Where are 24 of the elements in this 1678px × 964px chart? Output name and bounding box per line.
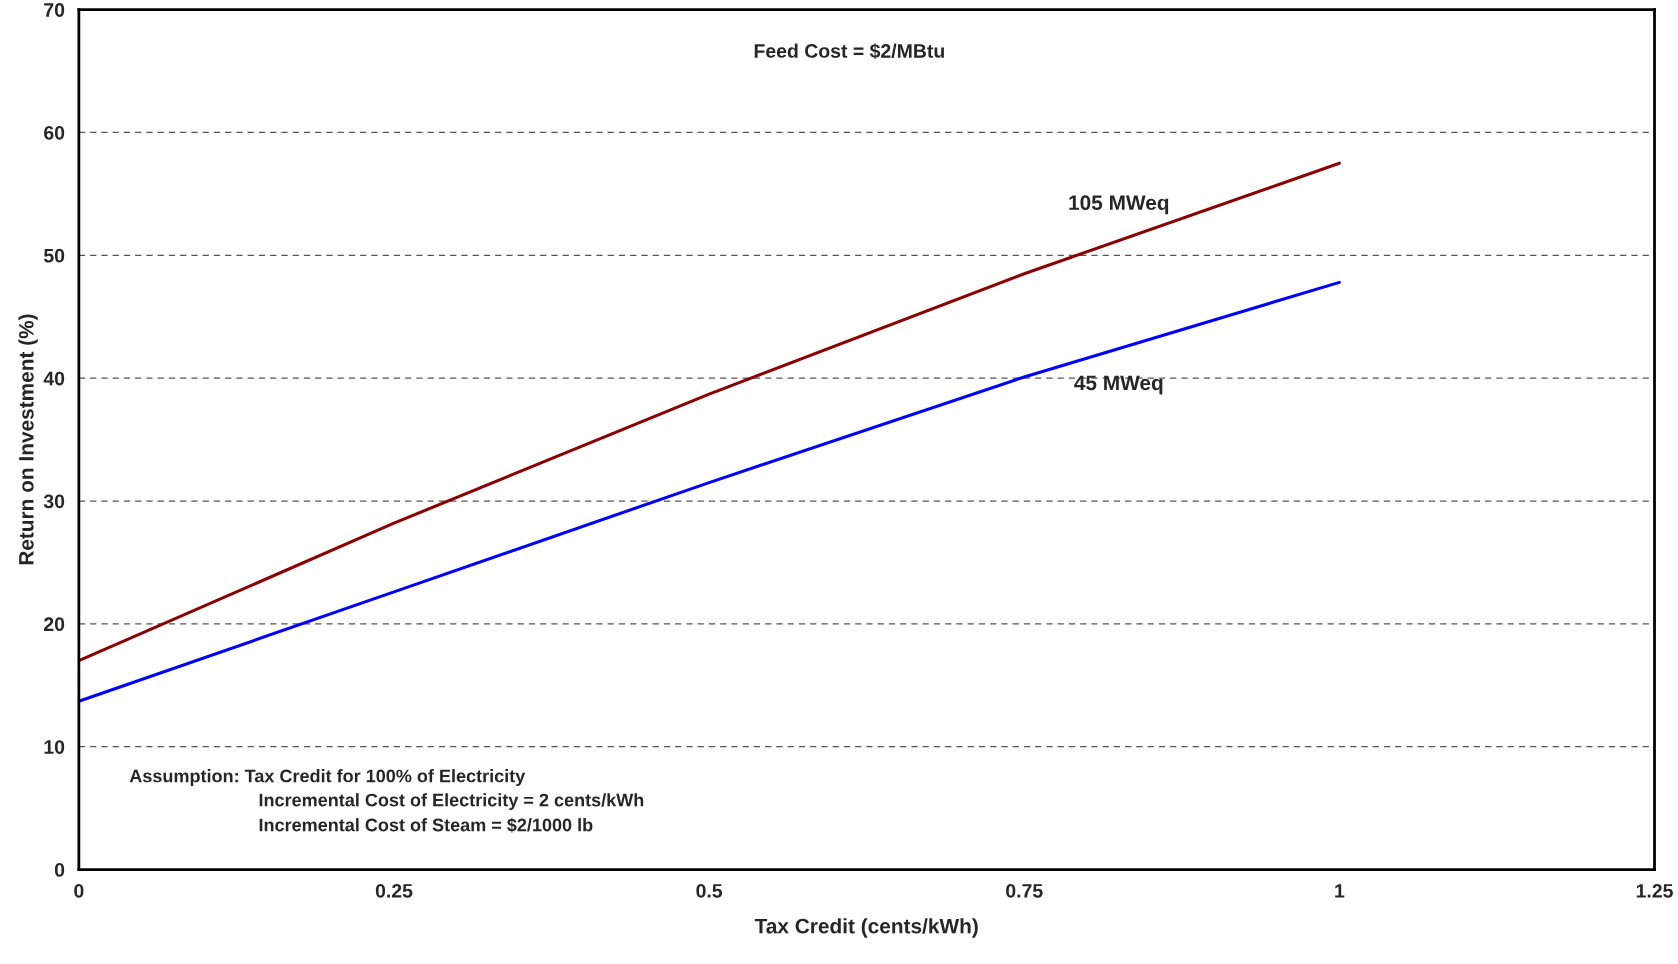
y-tick-label: 10 xyxy=(44,740,65,754)
y-axis-title: Return on Investment (%) xyxy=(18,314,38,565)
y-tick-label: 70 xyxy=(44,3,65,17)
y-tick-label: 60 xyxy=(44,125,65,140)
x-tick-label: 1 xyxy=(1335,884,1345,898)
x-tick-label: 1.25 xyxy=(1636,883,1673,898)
y-tick-label: 0 xyxy=(54,863,65,877)
x-axis-title: Tax Credit (cents/kWh) xyxy=(754,918,978,938)
x-tick-label: 0 xyxy=(74,883,84,898)
line-series xyxy=(78,280,1341,703)
annotation: Feed Cost = $2/MBtu xyxy=(754,43,944,60)
y-tick-label: 30 xyxy=(43,494,65,509)
y-tick-label: 50 xyxy=(43,248,65,263)
x-tick-label: 0.75 xyxy=(1006,883,1043,898)
annotation: Incremental Cost of Steam = $2/1000 lb xyxy=(259,817,593,833)
x-tick-label: 0.5 xyxy=(696,883,723,898)
y-tick-label: 40 xyxy=(43,371,65,386)
annotation: Incremental Cost of Electricity = 2 cents/kWh xyxy=(259,793,644,811)
x-tick-label: 0.25 xyxy=(375,883,413,898)
series-label: 45 MWeq xyxy=(1074,375,1163,395)
line-series xyxy=(78,161,1341,663)
series-label: 105 MWeq xyxy=(1069,195,1169,215)
y-tick-label: 20 xyxy=(44,617,65,632)
annotation: Assumption: Tax Credit for 100% of Electricity xyxy=(129,769,526,786)
